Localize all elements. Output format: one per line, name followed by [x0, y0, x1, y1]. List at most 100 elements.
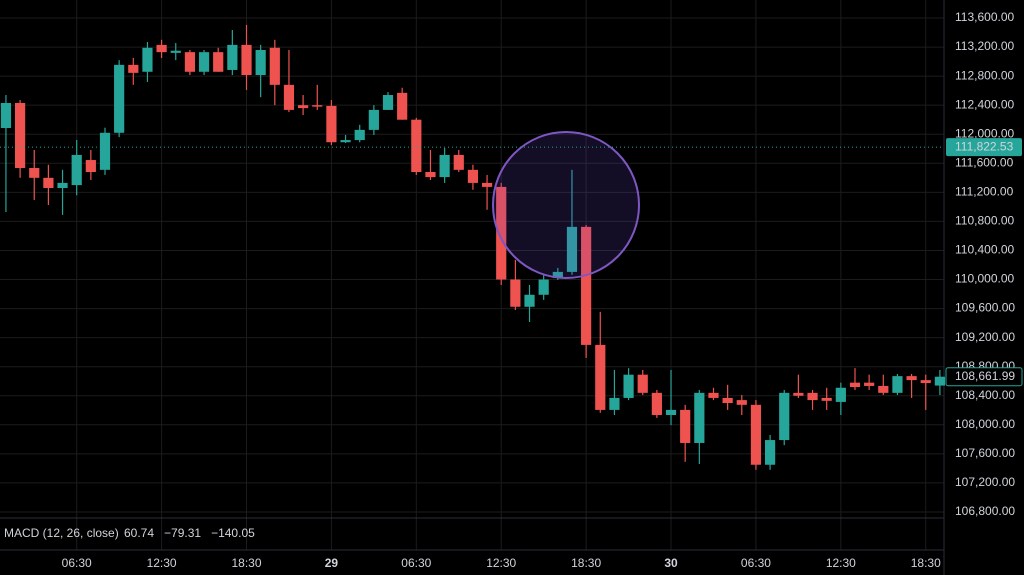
x-tick-label: 06:30 — [62, 556, 92, 570]
y-tick-label: 109,600.00 — [955, 301, 1015, 315]
candle-body — [736, 400, 747, 405]
candle-body — [779, 392, 790, 441]
x-tick-label: 12:30 — [147, 556, 177, 570]
candle-body — [934, 376, 945, 386]
candle-body — [764, 440, 776, 465]
x-tick-label: 29 — [325, 556, 339, 570]
candle-body — [892, 376, 903, 393]
candle-body — [708, 392, 719, 398]
y-tick-label: 106,800.00 — [955, 504, 1015, 518]
x-tick-label: 06:30 — [401, 556, 431, 570]
candle-body — [694, 392, 705, 443]
candle-body — [29, 168, 40, 178]
candle-body — [920, 380, 931, 384]
candle-body — [609, 397, 620, 410]
indicator-value: −79.31 — [164, 526, 201, 540]
y-tick-label: 110,400.00 — [955, 243, 1014, 257]
candle-body — [835, 387, 846, 402]
candle-body — [906, 376, 917, 381]
price-label-box — [945, 367, 1023, 387]
grid — [0, 0, 944, 550]
y-tick-label: 108,000.00 — [955, 417, 1015, 431]
candle-body — [680, 409, 691, 443]
candle-body — [114, 64, 125, 133]
y-tick-label: 113,200.00 — [955, 39, 1014, 53]
candle-body — [864, 382, 875, 386]
candle-body — [821, 397, 832, 401]
candle-body — [283, 84, 295, 110]
candle-body — [595, 344, 606, 410]
y-tick-label: 108,400.00 — [955, 388, 1015, 402]
candles — [0, 24, 945, 470]
candle-body — [85, 160, 96, 173]
y-tick-label: 109,200.00 — [955, 330, 1015, 344]
x-tick-label: 12:30 — [486, 556, 516, 570]
x-tick-label: 18:30 — [571, 556, 601, 570]
indicator-value: −140.05 — [211, 526, 255, 540]
y-tick-label: 111,600.00 — [955, 155, 1014, 169]
candle-body — [213, 52, 224, 72]
candle-body — [156, 44, 167, 53]
candle-body — [269, 47, 280, 85]
candle-body — [651, 392, 662, 415]
candle-body — [750, 404, 762, 465]
candle-body — [57, 182, 68, 188]
candle-body — [99, 132, 111, 170]
candle-body — [878, 385, 889, 393]
candle-body — [793, 392, 804, 396]
y-tick-label: 113,600.00 — [955, 10, 1014, 24]
candle-body — [312, 105, 323, 107]
candle-body — [170, 50, 181, 53]
candle-body — [71, 154, 82, 186]
indicator-name: MACD (12, 26, close) — [4, 526, 119, 540]
candle-body — [496, 186, 507, 280]
candle-body — [552, 271, 563, 279]
candle-body — [439, 154, 450, 178]
candle-body — [807, 392, 818, 401]
x-tick-label: 06:30 — [741, 556, 771, 570]
x-tick-label: 12:30 — [826, 556, 856, 570]
candle-body — [326, 105, 337, 143]
price-label-box — [946, 138, 1022, 157]
candle-body — [0, 103, 12, 128]
candle-body — [467, 169, 479, 183]
y-tick-label: 112,400.00 — [955, 97, 1014, 111]
candle-body — [623, 374, 634, 398]
candle-body — [368, 109, 379, 130]
y-tick-label: 112,000.00 — [955, 126, 1014, 140]
candle-body — [340, 140, 351, 143]
candle-body — [397, 92, 408, 120]
candle-body — [184, 52, 195, 72]
highlight-circle — [492, 131, 640, 279]
y-tick-label: 107,600.00 — [955, 446, 1015, 460]
candle-body — [382, 95, 394, 110]
x-tick-label: 30 — [664, 556, 678, 570]
candle-body — [849, 382, 861, 388]
x-tick-label: 18:30 — [911, 556, 941, 570]
candle-body — [453, 154, 464, 170]
candle-body — [255, 49, 266, 76]
candle-body — [142, 47, 153, 72]
candle-body — [425, 172, 436, 178]
candle-body — [665, 409, 677, 415]
y-tick-label: 111,200.00 — [955, 185, 1014, 199]
candle-body — [411, 119, 422, 173]
candle-body — [354, 129, 365, 141]
candle-body — [128, 64, 139, 73]
labels: 106,800.00 107,200.00 107,600.00 108,000.00… — [0, 10, 1023, 570]
price-label: 108,661.99 — [955, 369, 1015, 383]
candle-body — [566, 226, 578, 272]
candle-body — [227, 44, 238, 70]
price-label: 111,822.53 — [955, 139, 1014, 153]
x-tick-label: 18:30 — [231, 556, 261, 570]
candle-body — [637, 374, 648, 393]
candle-body — [538, 279, 549, 295]
y-tick-label: 110,800.00 — [955, 214, 1014, 228]
candle-body — [510, 279, 521, 307]
candle-body — [581, 226, 592, 345]
y-tick-label: 110,000.00 — [955, 272, 1014, 286]
candle-body — [722, 397, 733, 404]
indicator-value: 60.74 — [124, 526, 154, 540]
candle-body — [43, 177, 54, 188]
